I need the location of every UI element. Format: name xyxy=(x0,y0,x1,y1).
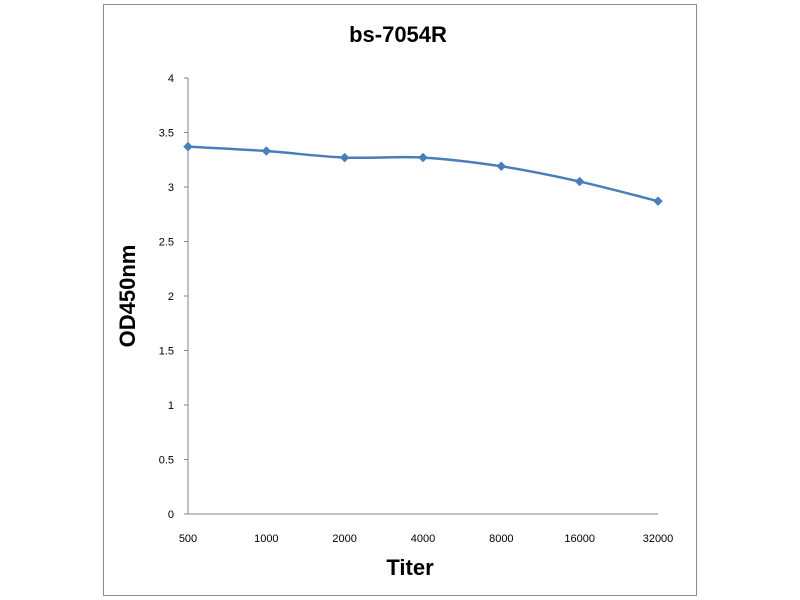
data-point-marker xyxy=(261,146,272,156)
y-tick-label: 3 xyxy=(168,182,174,194)
x-tick-label: 32000 xyxy=(643,533,674,545)
x-tick-label: 500 xyxy=(179,533,197,545)
data-point-marker xyxy=(418,152,428,163)
x-tick-label: 8000 xyxy=(489,533,513,545)
data-point-marker xyxy=(496,161,507,172)
data-point-marker xyxy=(183,141,193,152)
chart-title: bs-7054R xyxy=(349,22,447,47)
x-tick-group: 500 1000 2000 4000 8000 16000 32000 xyxy=(179,533,673,545)
y-tick-label: 2 xyxy=(168,291,174,303)
x-tick-label: 4000 xyxy=(411,533,435,545)
y-tick-label: 0 xyxy=(168,509,174,521)
data-point-marker xyxy=(339,152,350,163)
x-tick-label: 1000 xyxy=(254,533,278,545)
chart-frame xyxy=(103,4,697,596)
x-axis-title: Titer xyxy=(386,555,434,580)
y-axis-title: OD450nm xyxy=(115,245,140,348)
y-tick-label: 2.5 xyxy=(159,237,174,249)
y-tick-label: 0.5 xyxy=(159,455,174,467)
series-layer xyxy=(183,141,663,207)
y-tick-label: 3.5 xyxy=(159,128,174,140)
x-tick-label: 16000 xyxy=(564,533,595,545)
y-tick-label: 4 xyxy=(168,73,174,85)
data-point-marker xyxy=(653,196,663,207)
y-tick-group: 0 0.5 1 1.5 2 2.5 3 3.5 4 xyxy=(159,73,188,521)
x-tick-label: 2000 xyxy=(332,533,356,545)
data-point-marker xyxy=(574,176,585,187)
y-tick-label: 1 xyxy=(168,400,174,412)
y-tick-label: 1.5 xyxy=(159,346,174,358)
